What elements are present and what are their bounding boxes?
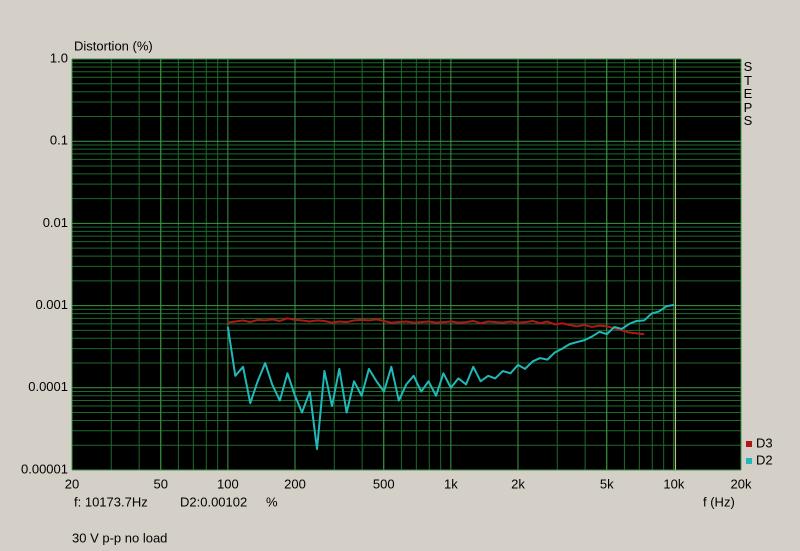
x-tick-label: 20k (731, 476, 752, 491)
series-line (226, 303, 675, 451)
legend-label: D3 (756, 435, 773, 450)
x-tick-label: 2k (511, 476, 525, 491)
note: 30 V p-p no load (72, 530, 167, 545)
y-tick-label: 0.001 (35, 297, 68, 312)
x-tick-label: 5k (600, 476, 614, 491)
x-tick-label: 500 (373, 476, 395, 491)
x-tick-label: 10k (663, 476, 684, 491)
x-axis-label: f (Hz) (703, 494, 735, 509)
legend-swatch (746, 441, 752, 447)
y-tick-label: 1.0 (50, 50, 68, 65)
legend-label: D2 (756, 452, 773, 467)
x-tick-label: 1k (444, 476, 458, 491)
cursor-unit: % (266, 494, 278, 509)
x-tick-label: 100 (217, 476, 239, 491)
x-tick-label: 20 (65, 476, 79, 491)
y-tick-label: 0.00001 (21, 461, 68, 476)
plot-area (72, 59, 741, 470)
y-axis-label: Distortion (%) (74, 38, 153, 53)
y-tick-label: 0.1 (50, 133, 68, 148)
y-tick-label: 0.01 (43, 215, 68, 230)
x-tick-label: 200 (284, 476, 306, 491)
x-tick-label: 50 (154, 476, 168, 491)
cursor-value: D2:0.00102 (180, 494, 247, 509)
cursor-frequency: f: 10173.7Hz (74, 494, 148, 509)
legend-swatch (746, 458, 752, 464)
series-line (227, 317, 645, 336)
y-tick-label: 0.0001 (28, 379, 68, 394)
steps-label: STEPS (743, 59, 753, 128)
